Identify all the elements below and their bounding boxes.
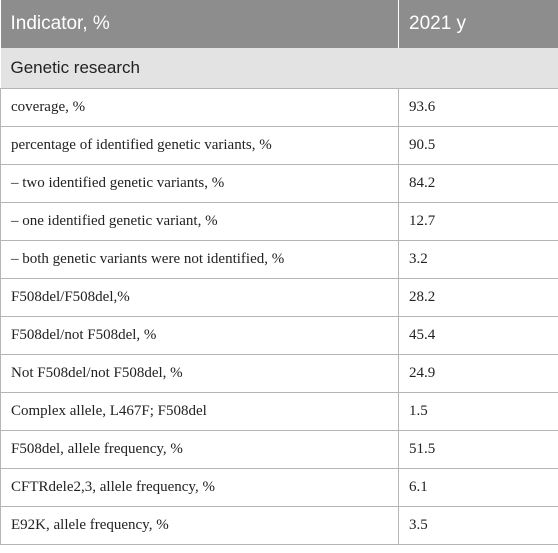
table-row: percentage of identified genetic variant… bbox=[0, 126, 558, 165]
table-row: F508del/not F508del, % 45.4 bbox=[0, 316, 558, 355]
row-indicator: E92K, allele frequency, % bbox=[0, 506, 399, 545]
row-indicator: F508del/not F508del, % bbox=[0, 316, 399, 355]
header-indicator: Indicator, % bbox=[0, 0, 399, 48]
row-indicator: Complex allele, L467F; F508del bbox=[0, 392, 399, 431]
row-indicator: F508del/F508del,% bbox=[0, 278, 399, 317]
row-indicator: F508del, allele frequency, % bbox=[0, 430, 399, 469]
row-value: 93.6 bbox=[398, 88, 558, 127]
row-indicator: – two identified genetic variants, % bbox=[0, 164, 399, 203]
table-row: coverage, % 93.6 bbox=[0, 88, 558, 127]
row-indicator: – both genetic variants were not identif… bbox=[0, 240, 399, 279]
row-value: 51.5 bbox=[398, 430, 558, 469]
row-value: 6.1 bbox=[398, 468, 558, 507]
table-row: – both genetic variants were not identif… bbox=[0, 240, 558, 279]
row-value: 90.5 bbox=[398, 126, 558, 165]
table-header-row: Indicator, % 2021 y bbox=[0, 0, 558, 48]
section-title: Genetic research bbox=[0, 48, 558, 89]
table-row: CFTRdele2,3, allele frequency, % 6.1 bbox=[0, 468, 558, 507]
row-value: 45.4 bbox=[398, 316, 558, 355]
row-value: 3.5 bbox=[398, 506, 558, 545]
table-row: F508del, allele frequency, % 51.5 bbox=[0, 430, 558, 469]
row-indicator: percentage of identified genetic variant… bbox=[0, 126, 399, 165]
row-value: 12.7 bbox=[398, 202, 558, 241]
row-value: 1.5 bbox=[398, 392, 558, 431]
row-value: 24.9 bbox=[398, 354, 558, 393]
table-row: E92K, allele frequency, % 3.5 bbox=[0, 506, 558, 545]
row-indicator: CFTRdele2,3, allele frequency, % bbox=[0, 468, 399, 507]
table-row: – one identified genetic variant, % 12.7 bbox=[0, 202, 558, 241]
section-row: Genetic research bbox=[0, 48, 558, 89]
table-row: – two identified genetic variants, % 84.… bbox=[0, 164, 558, 203]
row-value: 84.2 bbox=[398, 164, 558, 203]
row-value: 28.2 bbox=[398, 278, 558, 317]
table-row: Not F508del/not F508del, % 24.9 bbox=[0, 354, 558, 393]
table-row: F508del/F508del,% 28.2 bbox=[0, 278, 558, 317]
row-indicator: Not F508del/not F508del, % bbox=[0, 354, 399, 393]
row-indicator: – one identified genetic variant, % bbox=[0, 202, 399, 241]
row-indicator: coverage, % bbox=[0, 88, 399, 127]
row-value: 3.2 bbox=[398, 240, 558, 279]
table-row: Complex allele, L467F; F508del 1.5 bbox=[0, 392, 558, 431]
header-year: 2021 y bbox=[398, 0, 558, 48]
